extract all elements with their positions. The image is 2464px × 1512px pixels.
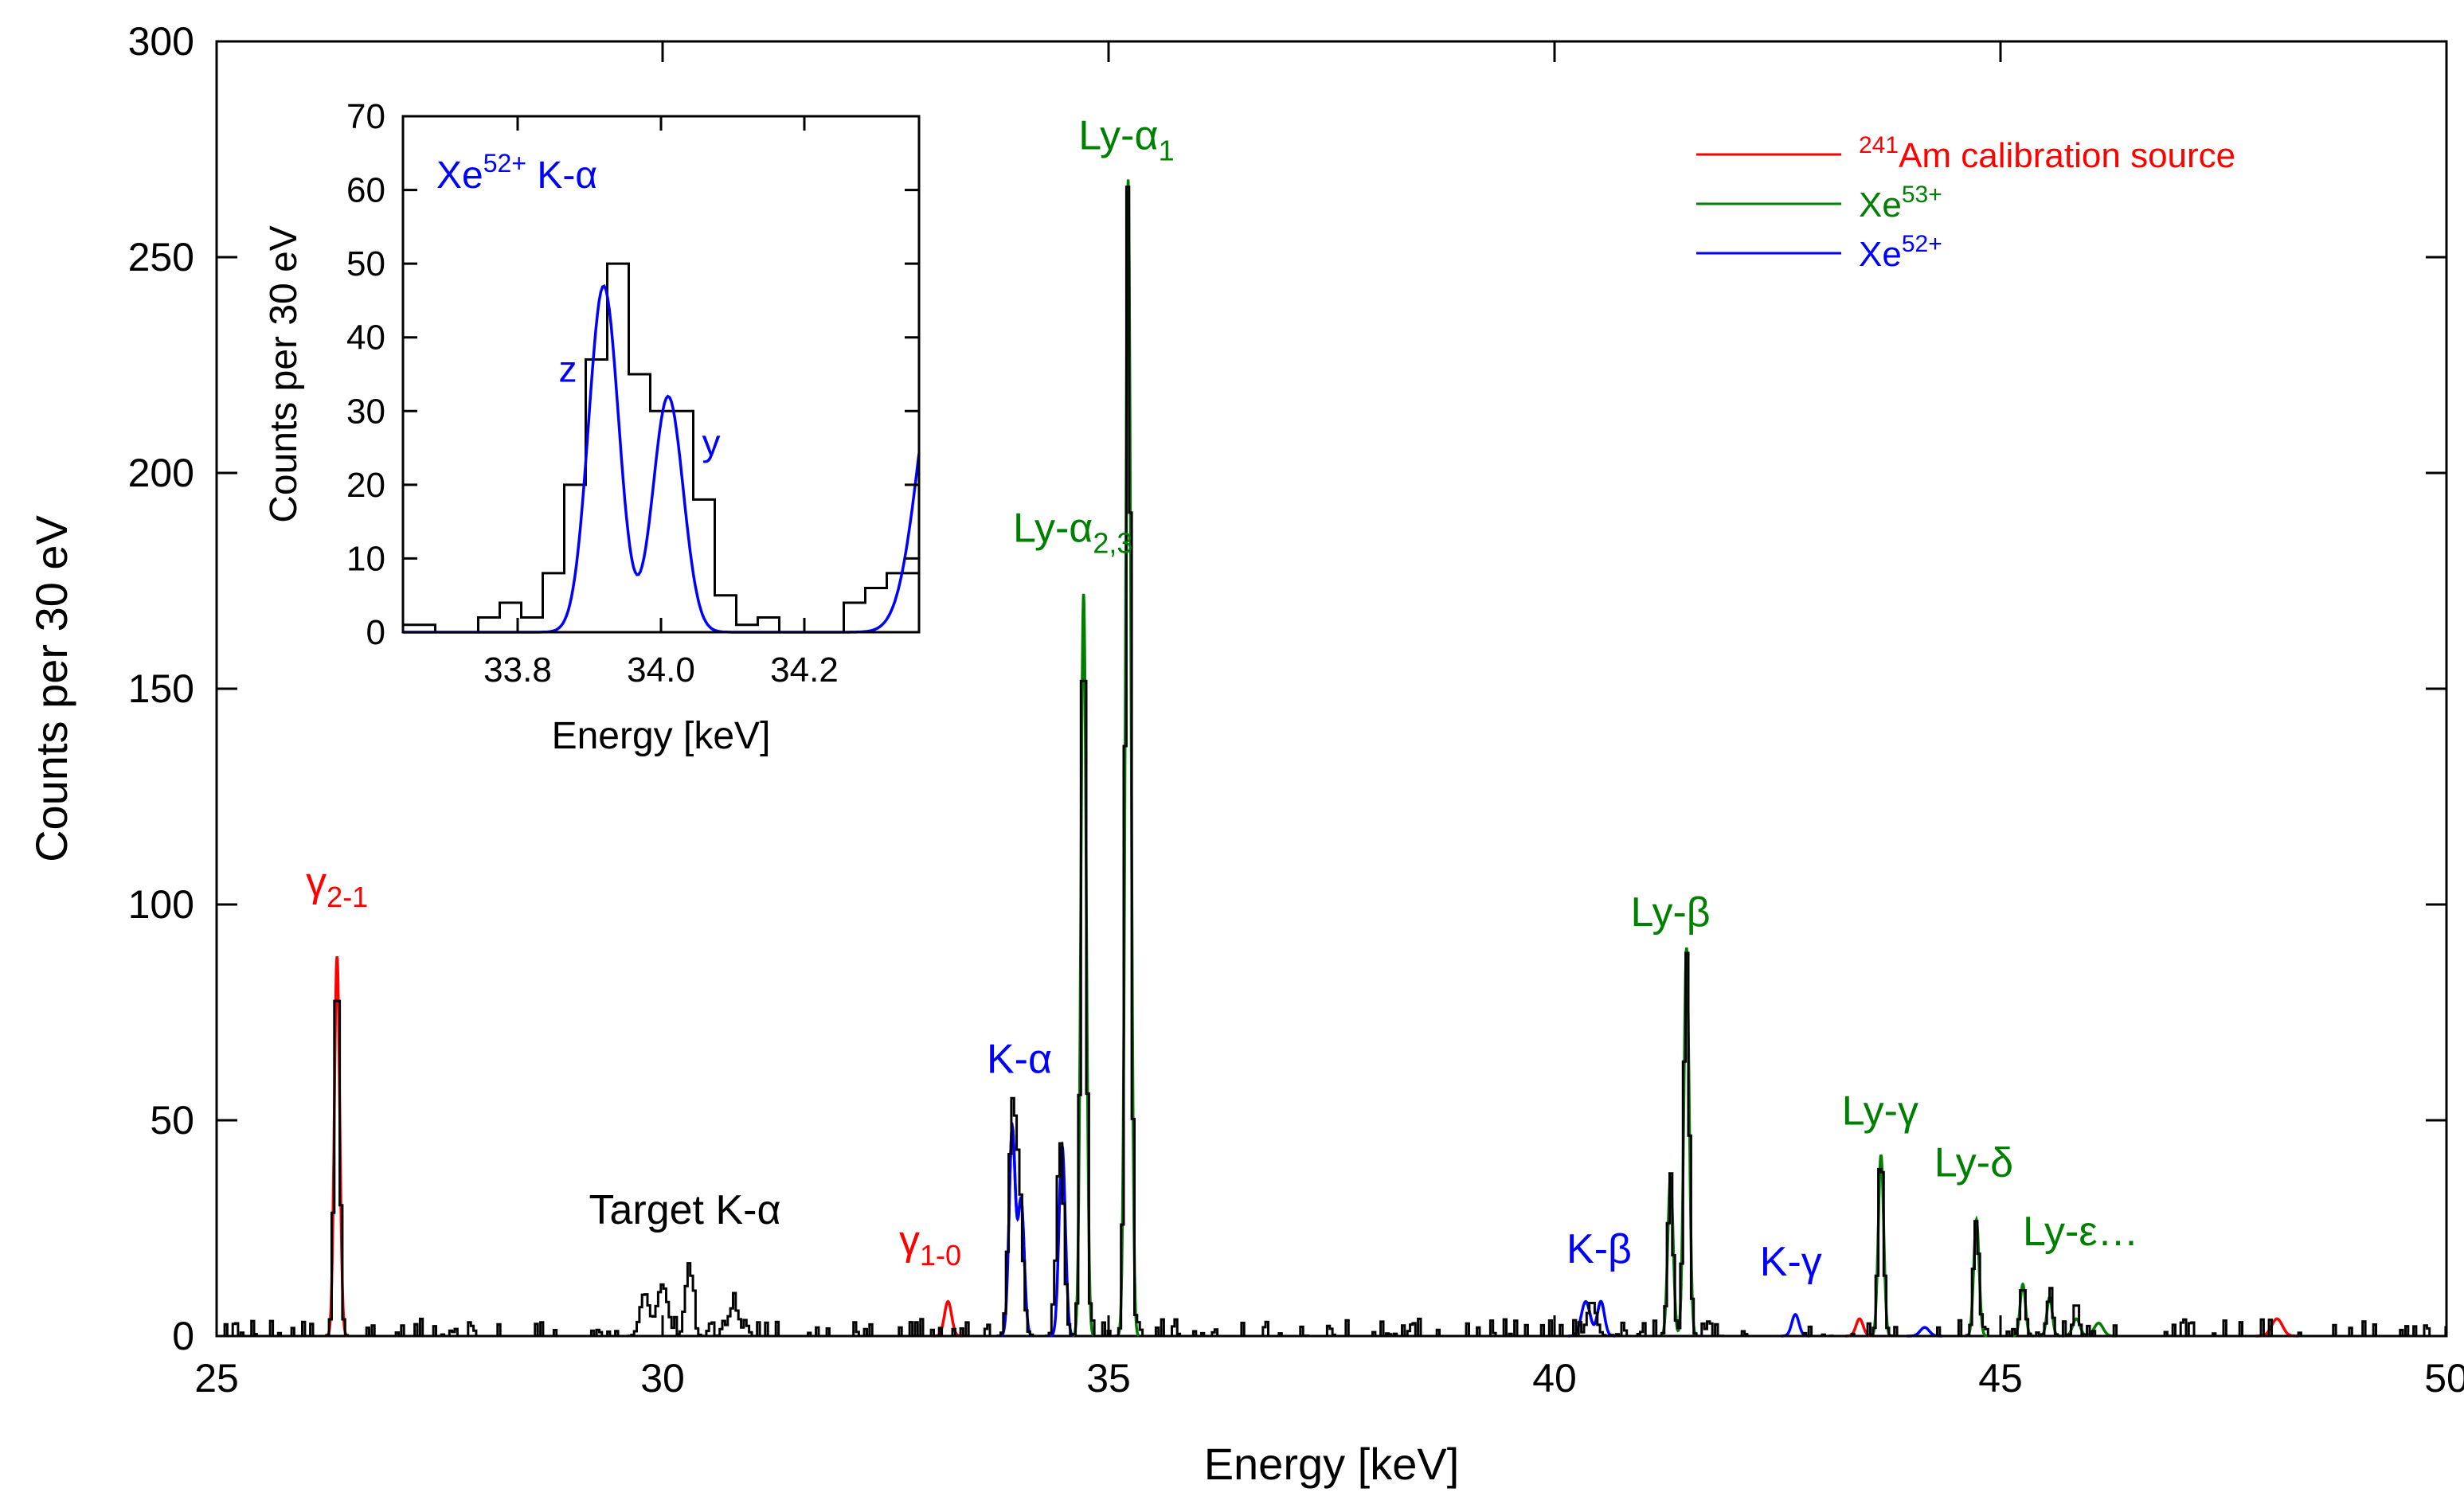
annotation-lyg: Ly-γ [1842,1088,1918,1134]
inset-title: Xe52+ K-α [436,149,597,197]
main-series-group [217,179,2447,1338]
annotation-g21: γ2-1 [306,859,368,913]
annotation-lya1-sub: 1 [1159,135,1175,167]
annotation-target: Target K-α [589,1187,780,1233]
legend-label-am: 241Am calibration source [1859,132,2235,175]
inset-y-axis-label: Counts per 30 eV [263,225,305,523]
annotation-g21-sub: 2-1 [327,881,368,913]
x-tick-label: 45 [1978,1356,2023,1401]
annotation-lya1: Ly-α1 [1078,113,1174,167]
inset-label-y: y [702,422,721,463]
annotation-kbeta: K-β [1566,1226,1632,1272]
inset-title-sup: 52+ [483,149,526,178]
inset-y-tick-label: 70 [346,97,385,136]
fit-peak-xe53-fit-7 [2039,1295,2060,1338]
inset-x-tick-labels: 33.8 34.0 34.2 [483,651,839,690]
annotation-lya23-base: Ly-α [1013,506,1093,552]
x-tick-label: 35 [1086,1356,1131,1401]
y-tick-label: 250 [128,235,194,279]
inset-label-z: z [559,348,577,389]
series-measured-spectrum [217,186,2447,1338]
annotation-lye: Ly-ε… [2023,1209,2139,1255]
inset-y-tick-label: 0 [366,613,385,652]
inset-x-tick-label: 34.2 [770,651,839,690]
annotation-kgamma: K-γ [1760,1239,1822,1285]
inset-y-tick-label: 50 [346,244,385,283]
x-tick-label: 40 [1532,1356,1577,1401]
inset-y-tick-label: 10 [346,539,385,578]
legend-xe52-sup: 52+ [1902,231,1942,257]
annotation-g10-base: γ [899,1217,920,1264]
legend-am-sup: 241 [1859,132,1899,158]
y-tick-label: 150 [128,666,194,711]
inset-plot: 33.8 34.0 34.2 0 10 20 30 40 50 60 70 Energy [keV… [263,97,921,757]
annotation-g10-sub: 1-0 [920,1239,961,1272]
y-tick-label: 200 [128,451,194,495]
legend: 241Am calibration source Xe53+ Xe52+ [1696,132,2235,274]
inset-y-tick-label: 30 [346,392,385,431]
legend-xe52-text: Xe [1859,235,1902,274]
inset-x-tick-label: 34.0 [627,651,695,690]
inset-x-axis-label: Energy [keV] [552,715,771,757]
x-tick-label: 25 [194,1356,239,1401]
x-tick-label: 30 [640,1356,685,1401]
y-tick-label: 50 [150,1098,194,1143]
annotation-lyd: Ly-δ [1934,1139,2013,1186]
annotation-lya23: Ly-α2,3 [1013,506,1132,560]
inset-y-tick-label: 60 [346,171,385,210]
annotation-g10: γ1-0 [899,1217,961,1272]
fit-peak-xe53-fit-4 [1870,1154,1892,1338]
inset-title-rest: K-α [526,154,597,197]
inset-background [403,116,919,632]
annotation-kalpha: K-α [987,1036,1052,1082]
fit-peak-am-calibration-source-fit-0 [326,955,349,1338]
inset-y-tick-labels: 0 10 20 30 40 50 60 70 [346,97,385,652]
legend-xe53-text: Xe [1859,186,1902,225]
main-y-tick-labels: 0 50 100 150 200 250 300 [128,19,194,1358]
annotation-lya23-sub: 2,3 [1093,527,1132,560]
legend-xe53-sup: 53+ [1902,182,1942,208]
inset-tick-marks [403,115,919,634]
inset-title-base: Xe [436,154,483,197]
inset-peak-labels: zy [559,348,721,463]
x-tick-label: 50 [2424,1356,2464,1401]
inset-x-tick-label: 33.8 [483,651,552,690]
legend-label-xe53: Xe53+ [1859,182,1942,225]
legend-am-text: Am calibration source [1899,136,2235,175]
inset-y-tick-label: 40 [346,318,385,357]
y-tick-label: 0 [172,1314,194,1358]
main-x-tick-labels: 25 30 35 40 45 50 [194,1356,2464,1401]
y-axis-label: Counts per 30 eV [26,514,76,861]
x-axis-label: Energy [keV] [1204,1439,1460,1489]
y-tick-label: 100 [128,882,194,927]
fit-peak-xe53-fit-0 [1072,593,1095,1338]
annotation-lya1-base: Ly-α [1078,113,1158,159]
y-tick-label: 300 [128,19,194,64]
legend-label-xe52: Xe52+ [1859,231,1942,274]
annotation-lyb: Ly-β [1630,889,1710,936]
inset-y-tick-label: 20 [346,466,385,505]
annotation-g21-base: γ [306,859,327,905]
